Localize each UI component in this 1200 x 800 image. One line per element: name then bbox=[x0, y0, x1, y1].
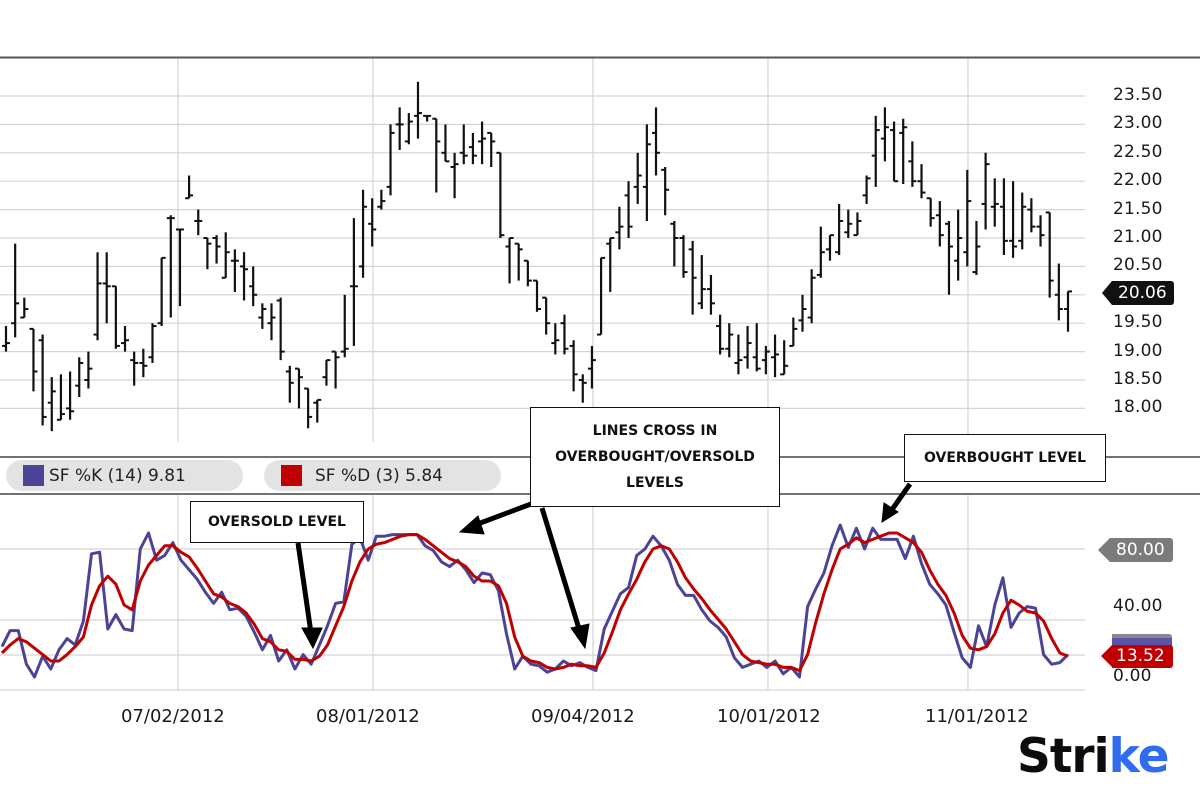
price-tick: 22.00 bbox=[1113, 170, 1163, 191]
logo-main: Stri bbox=[1017, 729, 1110, 784]
legend-d-swatch bbox=[281, 465, 302, 486]
price-gridlines bbox=[0, 58, 1085, 442]
x-tick-3: 10/01/2012 bbox=[717, 706, 821, 727]
d-value-tag: 13.52 bbox=[1101, 645, 1173, 668]
current-price-tag: 20.06 bbox=[1102, 281, 1174, 305]
stochastic-gridlines bbox=[0, 495, 1085, 691]
x-tick-0: 07/02/2012 bbox=[121, 706, 225, 727]
price-tick: 22.50 bbox=[1113, 141, 1163, 162]
x-tick-2: 09/04/2012 bbox=[531, 706, 635, 727]
price-tick: 19.00 bbox=[1113, 340, 1163, 361]
legend-k[interactable]: SF %K (14) 9.81 bbox=[6, 460, 243, 491]
price-ohlc-bars bbox=[2, 81, 1072, 432]
legend-d-label: SF %D (3) 5.84 bbox=[315, 465, 443, 486]
legend-k-swatch bbox=[23, 465, 44, 486]
callout-lines-cross: LINES CROSS IN OVERBOUGHT/OVERSOLD LEVEL… bbox=[530, 407, 780, 507]
x-tick-1: 08/01/2012 bbox=[316, 706, 420, 727]
annotation-arrows bbox=[295, 482, 913, 650]
price-tick: 18.50 bbox=[1113, 369, 1163, 389]
price-tick: 21.50 bbox=[1113, 198, 1163, 219]
price-tick: 21.00 bbox=[1113, 227, 1163, 247]
legend-d[interactable]: SF %D (3) 5.84 bbox=[264, 460, 501, 491]
stochastic-d-line bbox=[0, 531, 1069, 673]
price-tick: 23.50 bbox=[1113, 85, 1163, 105]
k-value-tag bbox=[1112, 638, 1172, 646]
callout-oversold: OVERSOLD LEVEL bbox=[190, 501, 364, 543]
stochastic-k-line bbox=[0, 523, 1070, 679]
stoch-tick-40: 40.00 bbox=[1113, 596, 1163, 616]
price-tick: 19.50 bbox=[1113, 312, 1163, 333]
price-tick: 20.50 bbox=[1113, 255, 1163, 276]
overbought-tag: 80.00 bbox=[1098, 538, 1173, 562]
price-tick: 18.00 bbox=[1113, 397, 1163, 418]
x-tick-4: 11/01/2012 bbox=[925, 706, 1029, 727]
price-tick: 23.00 bbox=[1113, 113, 1163, 134]
strike-logo: Strike bbox=[1017, 733, 1169, 780]
stoch-tick-0: 0.00 bbox=[1113, 666, 1152, 686]
callout-overbought: OVERBOUGHT LEVEL bbox=[904, 434, 1106, 482]
legend-k-label: SF %K (14) 9.81 bbox=[49, 465, 186, 486]
logo-accent: ke bbox=[1108, 729, 1170, 784]
